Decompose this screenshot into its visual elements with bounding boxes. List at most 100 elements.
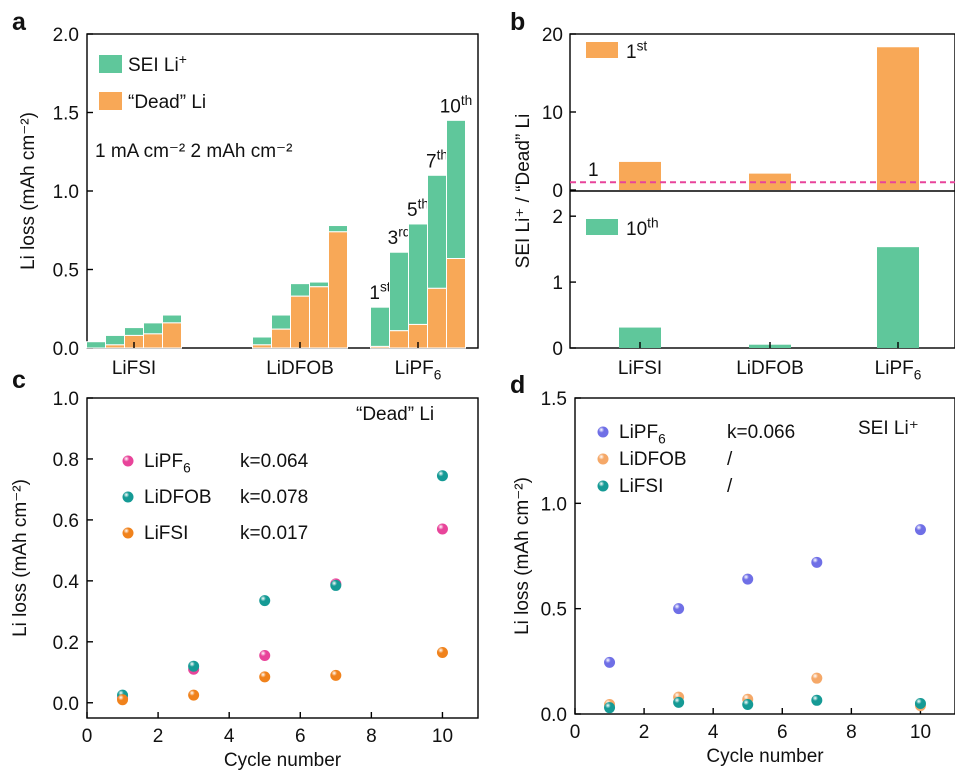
ratio-bar xyxy=(619,161,661,190)
legend-label: LiFSI xyxy=(144,523,188,544)
bar-segment-dead xyxy=(105,344,125,349)
panel-label-a: a xyxy=(12,8,27,36)
y-tick-label: 1.5 xyxy=(541,389,567,410)
y-tick-label: 1.5 xyxy=(53,104,79,125)
y-tick-label: 0 xyxy=(552,181,563,202)
data-point xyxy=(811,556,823,568)
legend-marker xyxy=(597,453,609,465)
slope-annotation: / xyxy=(727,476,733,497)
data-point xyxy=(673,696,685,708)
x-tick-label: 6 xyxy=(295,726,306,747)
data-point xyxy=(330,669,342,681)
data-point xyxy=(259,671,271,683)
data-point xyxy=(914,524,926,536)
y-tick-label: 0.4 xyxy=(53,572,80,593)
bar-segment-dead xyxy=(162,322,182,349)
bar-segment-dead xyxy=(328,231,348,349)
panel-d-sei-li-scatter: 0 2 4 6 8 10 0.0 0.5 1.0 1.5 Cycle number Li loss (… xyxy=(512,389,955,767)
legend-swatch-dead xyxy=(99,92,122,110)
reference-line-label: 1 xyxy=(588,160,599,181)
bar-segment-sei xyxy=(408,223,428,325)
bar-segment-sei xyxy=(105,334,125,346)
bar-segment-dead xyxy=(271,328,291,349)
x-tick-label: 2 xyxy=(639,722,650,743)
x-tick-label: 4 xyxy=(224,726,235,747)
bar-segment-dead xyxy=(143,333,163,349)
legend-label-sei: SEI Li+ xyxy=(128,51,187,76)
slope-annotation: k=0.064 xyxy=(240,451,309,472)
x-tick-label: LiFSI xyxy=(618,358,662,379)
data-point xyxy=(811,672,823,684)
x-tick-label: 2 xyxy=(153,726,164,747)
data-point xyxy=(742,699,754,711)
bar-segment-dead xyxy=(309,286,329,349)
bar-segment-sei xyxy=(389,251,409,332)
bar-segment-sei xyxy=(162,314,182,324)
bar-segment-sei xyxy=(86,341,106,349)
legend-label: 1st xyxy=(626,38,647,63)
x-axis-label: Cycle number xyxy=(224,750,342,771)
y-tick-label: 1 xyxy=(552,273,563,294)
cycle-label: 7th xyxy=(426,148,448,173)
x-tick-label: 0 xyxy=(570,722,581,743)
legend-label: LiDFOB xyxy=(144,487,212,508)
legend-label: 10th xyxy=(626,215,659,240)
panel-label-d: d xyxy=(510,371,525,399)
y-tick-label: 1.0 xyxy=(541,494,567,515)
data-point xyxy=(742,573,754,585)
y-tick-label: 0 xyxy=(552,339,563,360)
data-point xyxy=(914,697,926,709)
x-tick-label: LiPF6 xyxy=(875,358,922,383)
condition-annotation: 1 mA cm⁻² 2 mAh cm⁻² xyxy=(95,141,292,162)
bar-segment-dead xyxy=(446,258,466,349)
slope-annotation: k=0.078 xyxy=(240,487,308,508)
bar-segment-sei xyxy=(252,336,272,346)
bar-segment-sei xyxy=(143,322,163,335)
x-tick-label: 6 xyxy=(777,722,788,743)
legend-swatch xyxy=(586,219,618,235)
y-tick-label: 0.8 xyxy=(53,450,79,471)
y-tick-label: 0.0 xyxy=(53,339,79,360)
bar-segment-sei xyxy=(124,327,144,336)
x-tick-label: 0 xyxy=(82,726,93,747)
cycle-label: 10th xyxy=(440,93,473,118)
legend-swatch xyxy=(586,42,618,58)
legend-marker xyxy=(122,527,134,539)
x-tick-label: 8 xyxy=(846,722,857,743)
y-tick-label: 20 xyxy=(542,25,563,46)
legend-label: LiFSI xyxy=(619,476,663,497)
bar-segment-sei xyxy=(271,314,291,330)
bar-segment-sei xyxy=(446,119,466,260)
legend-marker xyxy=(122,455,134,467)
x-tick-label: LiPF6 xyxy=(395,358,442,383)
bar-segment-dead xyxy=(370,345,390,349)
plot-title: “Dead” Li xyxy=(356,404,434,425)
bar-segment-dead xyxy=(389,330,409,349)
plot-frame xyxy=(86,397,479,719)
legend-marker xyxy=(597,480,609,492)
y-tick-label: 0.0 xyxy=(53,694,79,715)
plot-frame xyxy=(574,397,955,715)
data-point xyxy=(436,646,448,658)
data-point xyxy=(259,595,271,607)
y-tick-label: 2 xyxy=(552,207,563,228)
legend-marker xyxy=(597,426,609,438)
ratio-bar xyxy=(877,47,919,191)
ratio-bar xyxy=(877,247,919,348)
data-point xyxy=(117,694,129,706)
panel-label-b: b xyxy=(510,8,525,36)
x-tick-label: 10 xyxy=(432,726,453,747)
bar-segment-sei xyxy=(328,225,348,233)
bar-segment-sei xyxy=(309,281,329,288)
plot-title: SEI Li⁺ xyxy=(858,418,919,439)
cycle-label: 1st xyxy=(369,280,390,305)
y-tick-label: 0.2 xyxy=(53,633,79,654)
data-point xyxy=(673,603,685,615)
y-axis-label: Li loss (mAh cm⁻²) xyxy=(512,477,533,635)
y-tick-label: 0.0 xyxy=(541,705,567,726)
bar-segment-dead xyxy=(290,295,310,349)
legend-swatch-sei xyxy=(99,55,122,73)
legend-label: LiPF6 xyxy=(619,422,666,447)
